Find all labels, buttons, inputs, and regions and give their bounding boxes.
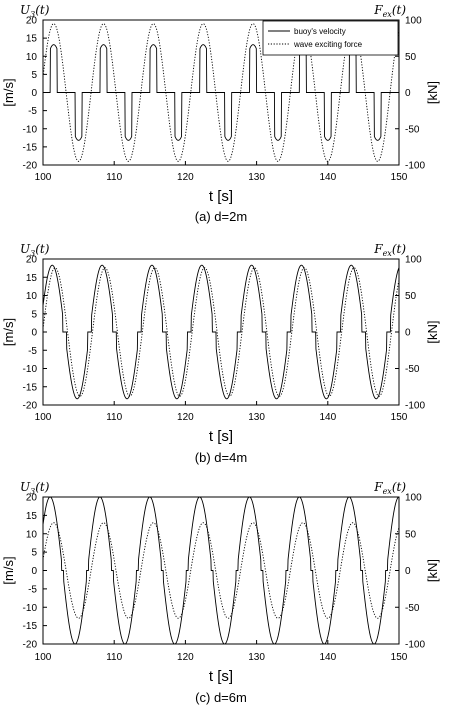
right-variable-label: Fex(t) [373,480,406,496]
left-variable-label: U3(t) [20,480,50,496]
y2-tick-label: -100 [405,401,425,412]
series-line-velocity [42,496,400,645]
y2-axis-label: [kN] [425,559,440,582]
legend-entry: wave exciting force [293,40,363,49]
panel-caption: (b) d=4m [195,450,247,465]
y-tick-label: 20 [26,255,38,266]
right-variable-label: Fex(t) [373,3,406,19]
y-tick-label: 15 [26,511,38,522]
x-axis-label: t [s] [209,188,233,205]
y-tick-label: 0 [31,566,37,577]
y-tick-label: 15 [26,273,38,284]
y-tick-label: -15 [23,382,38,393]
x-tick-label: 120 [177,652,194,663]
x-tick-label: 140 [319,652,336,663]
y-tick-label: -20 [23,161,38,172]
y-tick-label: 5 [31,548,37,559]
right-variable-label: Fex(t) [373,242,406,258]
y2-tick-label: -50 [405,124,420,135]
y-tick-label: 5 [31,309,37,320]
legend-box [262,20,399,56]
x-tick-label: 110 [106,652,122,663]
x-tick-label: 110 [106,172,122,183]
x-tick-label: 150 [391,172,408,183]
y2-tick-label: 100 [405,16,422,27]
y-tick-label: -10 [23,124,38,135]
y-tick-label: -20 [23,640,38,651]
y-tick-label: -15 [23,142,38,153]
legend-entry: buoy's velocity [294,27,346,36]
legend: buoy's velocity wave exciting force [262,20,399,56]
y-tick-label: -10 [23,364,38,375]
x-tick-label: 140 [319,412,336,423]
y2-tick-label: 100 [405,493,422,504]
left-variable-label: U3(t) [20,242,50,258]
plot-frame [42,496,400,645]
x-tick-label: 100 [35,172,52,183]
y-tick-label: -5 [28,106,37,117]
series-line-force [42,522,400,619]
y2-tick-label: 100 [405,255,422,266]
y-tick-label: -5 [28,346,37,357]
y-tick-label: 0 [31,328,37,339]
x-tick-label: 130 [248,412,265,423]
y2-tick-label: 50 [405,529,417,540]
y-tick-label: -10 [23,603,38,614]
chart-panel-3: 100 110 120 130 140 150-20-15-10-505101520-10… [1,480,440,705]
y-tick-label: -5 [28,584,37,595]
x-tick-label: 140 [319,172,336,183]
y2-tick-label: -100 [405,640,425,651]
series-line-force [42,267,400,397]
x-tick-label: 130 [248,652,265,663]
y-tick-label: -20 [23,401,38,412]
y2-tick-label: -100 [405,161,425,172]
x-tick-label: 120 [177,172,194,183]
y2-tick-label: 0 [405,566,411,577]
y-tick-label: 20 [26,493,38,504]
x-tick-label: 110 [106,412,122,423]
x-axis-label: t [s] [209,428,233,445]
y-axis-label: [m/s] [1,318,16,346]
y-tick-label: 10 [26,529,38,540]
y-tick-label: 0 [31,88,37,99]
y-tick-label: 10 [26,52,38,63]
y-tick-label: 5 [31,70,37,81]
y-tick-label: 10 [26,291,38,302]
x-tick-label: 100 [35,652,52,663]
chart-panel-2: 100 110 120 130 140 150-20-15-10-505101520-10… [1,242,440,465]
y-tick-label: -15 [23,621,38,632]
y-axis-label: [m/s] [1,78,16,106]
panel-caption: (a) d=2m [195,209,247,224]
y2-axis-label: [kN] [425,81,440,104]
series-line-force [42,23,400,162]
panel-caption: (c) d=6m [195,690,247,705]
y2-tick-label: 50 [405,291,417,302]
y-tick-label: 15 [26,34,38,45]
series-line-velocity [42,264,400,400]
y2-axis-label: [kN] [425,320,440,343]
x-axis-label: t [s] [209,668,233,685]
y-axis-label: [m/s] [1,556,16,584]
x-tick-label: 150 [391,412,408,423]
y2-tick-label: -50 [405,603,420,614]
x-tick-label: 150 [391,652,408,663]
y2-tick-label: 50 [405,52,417,63]
chart-panel-1: 100 110 120 130 140 150-20-15-10-505101520-10… [1,3,440,224]
x-tick-label: 100 [35,412,52,423]
y2-tick-label: 0 [405,328,411,339]
y-tick-label: 20 [26,16,38,27]
series-line-velocity [43,44,399,141]
left-variable-label: U3(t) [20,3,50,19]
y2-tick-label: 0 [405,88,411,99]
x-tick-label: 130 [248,172,265,183]
x-tick-label: 120 [177,412,194,423]
y2-tick-label: -50 [405,364,420,375]
